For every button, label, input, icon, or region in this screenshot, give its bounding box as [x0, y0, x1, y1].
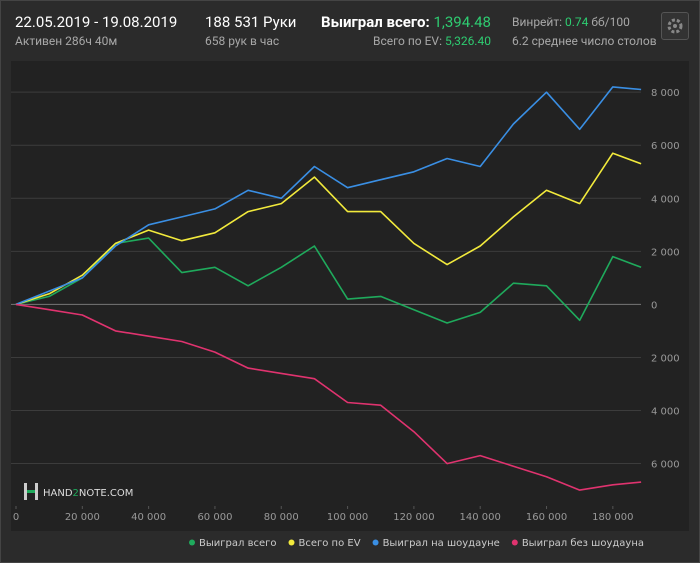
x-tick-label: 0	[13, 512, 19, 523]
winrate: Винрейт: 0.74 бб/100	[512, 15, 630, 29]
y-tick-label: 6 000	[651, 141, 680, 152]
ev-label: Всего по EV:	[373, 34, 442, 48]
plot-bg	[11, 61, 689, 531]
dates: 22.05.2019 - 19.08.2019	[15, 13, 178, 31]
x-tick-label: 40 000	[131, 512, 166, 523]
y-tick-label: 8 000	[651, 88, 680, 99]
x-tick-label: 80 000	[264, 512, 299, 523]
x-tick-label: 140 000	[460, 512, 501, 523]
logo-mid: 2	[73, 488, 79, 499]
legend: Выиграл без шоудауна Выиграл на шоудауне В…	[189, 538, 644, 549]
winrate-unit: бб/100	[591, 15, 630, 29]
legend-label: Выиграл всего	[199, 538, 276, 549]
series-line	[15, 86, 642, 306]
won-label: Выиграл всего:	[321, 13, 430, 31]
hands: 188 531 Руки	[205, 13, 297, 31]
tables: 6.2 среднее число столов	[512, 34, 657, 48]
series-line	[15, 303, 642, 491]
x-tick-label: 120 000	[393, 512, 434, 523]
y-tick-label: 4 000	[651, 407, 680, 418]
legend-label: Выиграл на шоудауне	[383, 538, 500, 549]
gear-icon	[667, 18, 683, 34]
won-total: Выиграл всего: 1,394.48	[321, 13, 491, 31]
y-tick-label: 2 000	[651, 353, 680, 364]
logo-right: NOTE.COM	[79, 488, 133, 499]
won-value: 1,394.48	[433, 13, 491, 31]
legend-label: Выиграл без шоудауна	[522, 538, 644, 549]
y-tick-label: 2 000	[651, 247, 680, 258]
logo-left: HAND	[43, 488, 73, 499]
ev-total: Всего по EV: 5,326.40	[373, 34, 491, 48]
legend-label: Всего по EV	[299, 538, 361, 549]
logo: HAND2NOTE.COM	[43, 488, 133, 499]
y-tick-label: 4 000	[651, 194, 680, 205]
winrate-value: 0.74	[565, 15, 589, 29]
x-tick-label: 180 000	[592, 512, 633, 523]
logo-icon	[24, 483, 38, 500]
x-tick-label: 160 000	[526, 512, 567, 523]
x-tick-label: 20 000	[65, 512, 100, 523]
y-tick-label: 6 000	[651, 460, 680, 471]
legend-swatch	[511, 539, 518, 546]
legend-swatch	[189, 539, 196, 546]
per-hour: 658 рук в час	[205, 34, 280, 48]
x-tick-label: 60 000	[197, 512, 232, 523]
ev-value: 5,326.40	[444, 34, 491, 48]
y-tick-label: 0	[651, 300, 657, 311]
x-tick-label: 100 000	[327, 512, 368, 523]
legend-swatch	[288, 539, 295, 546]
series-line	[15, 152, 642, 306]
legend-swatch	[372, 539, 379, 546]
settings-button[interactable]	[661, 12, 689, 40]
active-time: Активен 286ч 40м	[15, 34, 118, 48]
winrate-label: Винрейт:	[512, 15, 563, 29]
